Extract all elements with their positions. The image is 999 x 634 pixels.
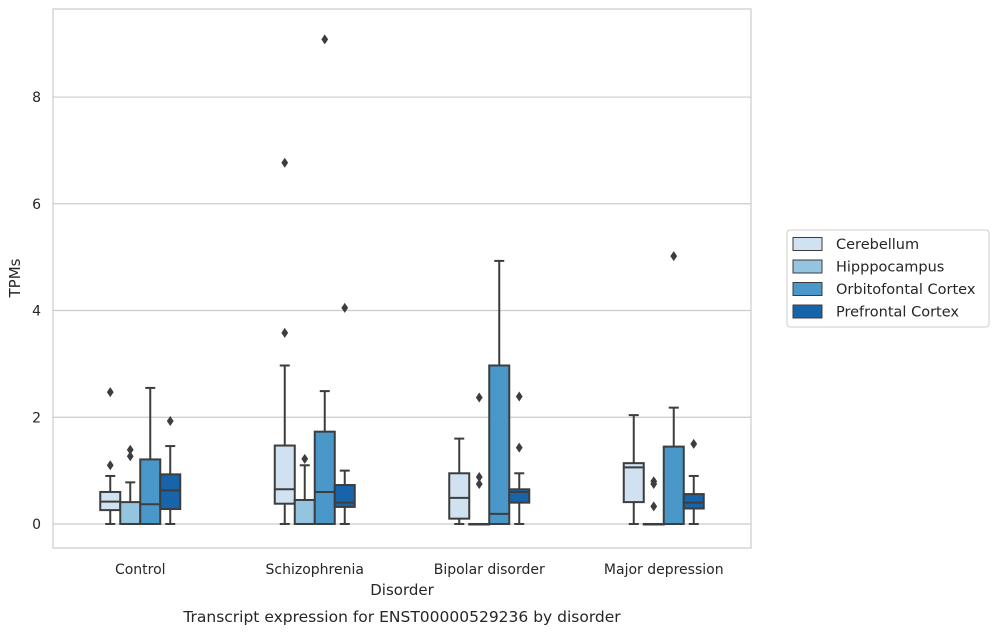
box-group — [293, 453, 316, 525]
box-group — [682, 438, 705, 525]
box — [159, 473, 182, 511]
plot-area-frame — [52, 8, 752, 549]
x-tick-label: Control — [115, 562, 166, 578]
y-tick-label: 0 — [32, 517, 41, 533]
x-tick-label: Bipolar disorder — [434, 562, 545, 578]
box-group — [488, 259, 511, 525]
x-tick-labels: Control Schizophrenia Bipolar disorder Majo… — [115, 562, 724, 578]
outlier-point — [475, 392, 483, 403]
outlier-point — [126, 451, 134, 462]
outlier-point — [475, 472, 483, 483]
legend-swatch — [792, 259, 823, 274]
outlier-point — [690, 438, 698, 449]
y-tick-label: 8 — [32, 90, 41, 106]
outlier-point — [650, 501, 658, 512]
chart-caption: Transcript expression for ENST0000052923… — [182, 608, 621, 626]
box-group — [99, 387, 122, 525]
y-tick-label: 2 — [32, 410, 41, 426]
x-axis-label: Disorder — [370, 581, 434, 599]
legend-swatch — [792, 304, 823, 319]
box — [273, 444, 296, 505]
box-group — [642, 476, 665, 526]
outlier-point — [281, 327, 289, 338]
legend: Cerebellum Hipppocampus Orbitofontal Corte… — [786, 229, 990, 328]
y-tick-label: 4 — [32, 304, 41, 320]
outlier-point — [475, 478, 483, 489]
outlier-point — [321, 34, 329, 45]
outlier-point — [515, 442, 523, 453]
legend-frame — [786, 229, 990, 328]
legend-label: Hipppocampus — [836, 260, 944, 276]
box — [333, 484, 356, 508]
box-group — [508, 391, 531, 525]
box — [622, 462, 645, 504]
outlier-point — [166, 415, 174, 426]
y-tick-label: 6 — [32, 197, 41, 213]
outlier-point — [341, 302, 349, 313]
x-tick-label: Major depression — [604, 562, 724, 578]
legend-label: Orbitofontal Cortex — [836, 282, 976, 298]
box — [488, 364, 511, 525]
box — [662, 445, 685, 525]
box — [682, 493, 705, 510]
box-group — [159, 415, 182, 525]
outlier-point — [281, 157, 289, 168]
legend-swatch — [792, 282, 823, 296]
box-group — [139, 386, 162, 525]
box-group — [468, 392, 491, 526]
x-tick-label: Schizophrenia — [266, 562, 364, 578]
box-group — [333, 302, 356, 525]
box-group — [119, 444, 142, 525]
y-tick-labels: 0 2 4 6 8 — [32, 90, 41, 533]
outlier-point — [670, 251, 678, 262]
box — [119, 501, 142, 525]
box-group — [273, 157, 296, 525]
box — [139, 458, 162, 525]
y-axis-label: TPMs — [6, 258, 24, 298]
box — [313, 430, 336, 525]
outlier-point — [650, 476, 658, 487]
legend-swatch — [792, 237, 823, 251]
box-group — [313, 34, 336, 525]
outlier-point — [126, 444, 134, 455]
outlier-point — [106, 460, 114, 471]
legend-label: Cerebellum — [836, 237, 919, 253]
outlier-point — [515, 391, 523, 402]
box-group — [622, 414, 645, 525]
box-group — [662, 251, 685, 525]
box-group — [448, 437, 471, 525]
legend-label: Prefrontal Cortex — [836, 305, 959, 321]
box-groups — [99, 34, 705, 526]
outlier-point — [301, 453, 309, 464]
outlier-point — [106, 387, 114, 398]
box — [293, 498, 316, 525]
box — [448, 472, 471, 520]
